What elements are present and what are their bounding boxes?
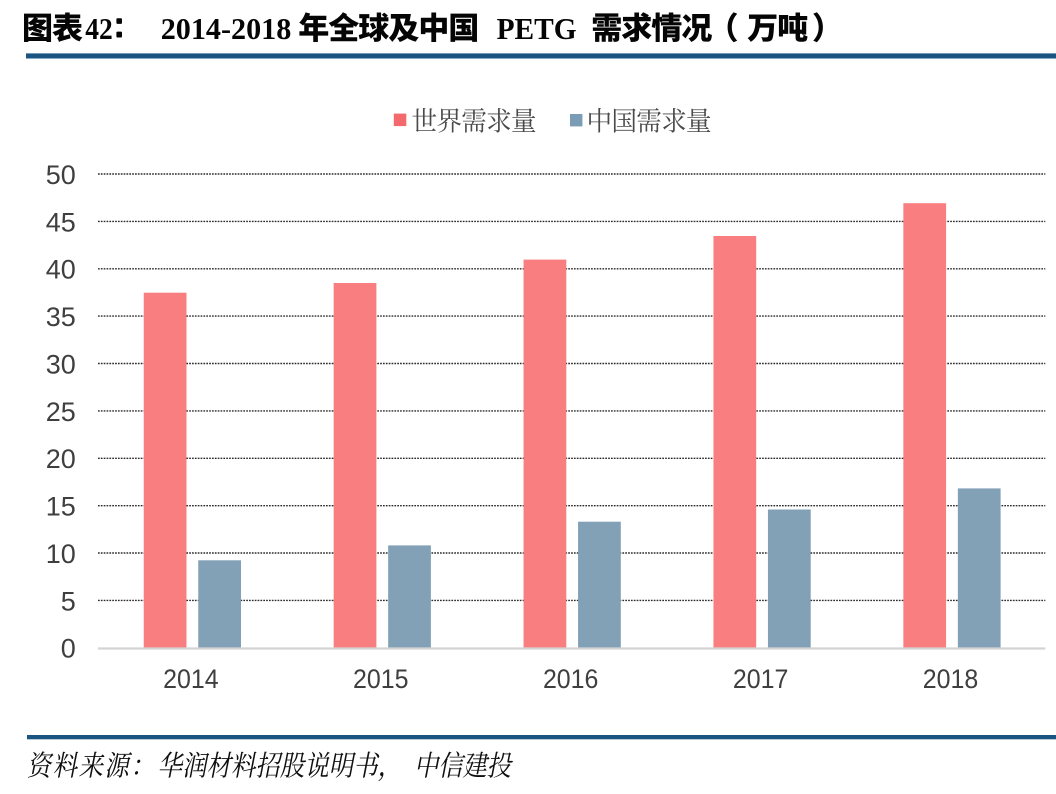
svg-text:2014-2018: 2014-2018: [161, 11, 292, 46]
svg-text:35: 35: [46, 302, 76, 332]
svg-text:30: 30: [46, 349, 76, 379]
svg-text:15: 15: [46, 492, 76, 522]
svg-text:40: 40: [46, 255, 76, 285]
svg-text:10: 10: [46, 539, 76, 569]
svg-text:20: 20: [46, 444, 76, 474]
svg-text:2017: 2017: [733, 664, 789, 694]
svg-text:5: 5: [61, 586, 76, 616]
svg-text:2018: 2018: [923, 664, 979, 694]
svg-text:50: 50: [46, 160, 76, 190]
svg-text:2014: 2014: [163, 664, 219, 694]
svg-text:45: 45: [46, 207, 76, 237]
svg-text:PETG: PETG: [497, 11, 577, 46]
svg-text:0: 0: [61, 634, 76, 664]
svg-text:2015: 2015: [353, 664, 409, 694]
svg-text:42: 42: [85, 11, 113, 46]
svg-text:25: 25: [46, 397, 76, 427]
svg-text:2016: 2016: [543, 664, 599, 694]
